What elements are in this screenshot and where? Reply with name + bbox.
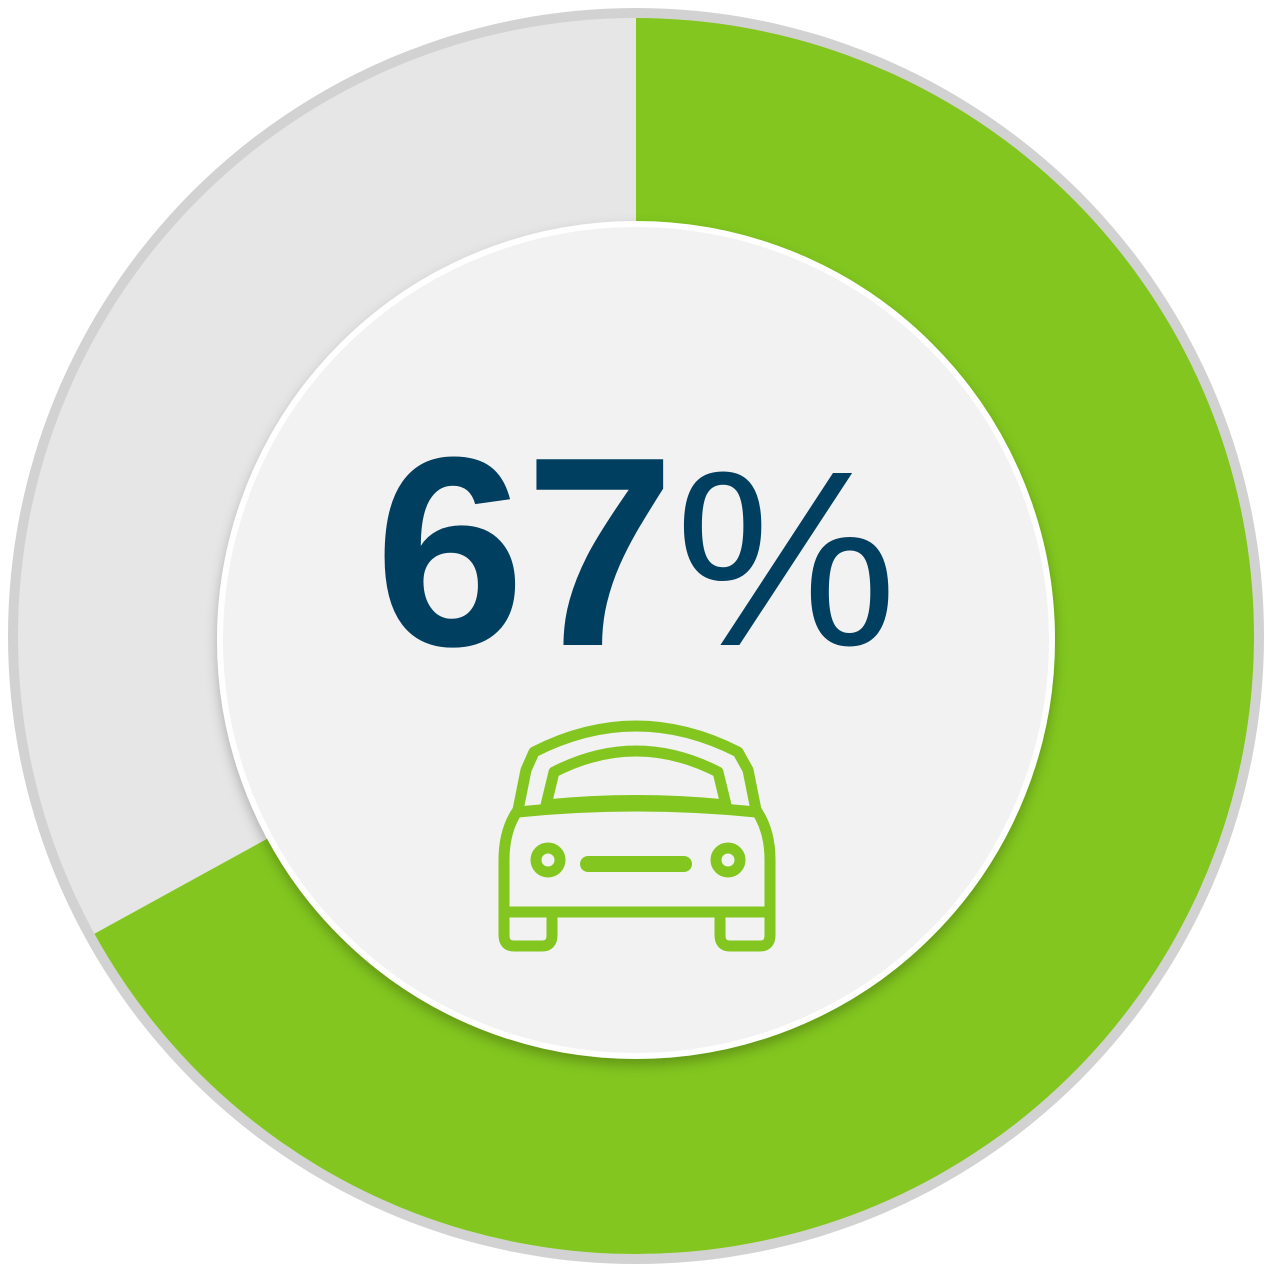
car-icon	[498, 720, 776, 952]
inner-disc	[217, 221, 1055, 1059]
value-unit: %	[675, 419, 897, 698]
value-number: 67	[375, 402, 675, 703]
value-label: 67%	[375, 402, 898, 703]
